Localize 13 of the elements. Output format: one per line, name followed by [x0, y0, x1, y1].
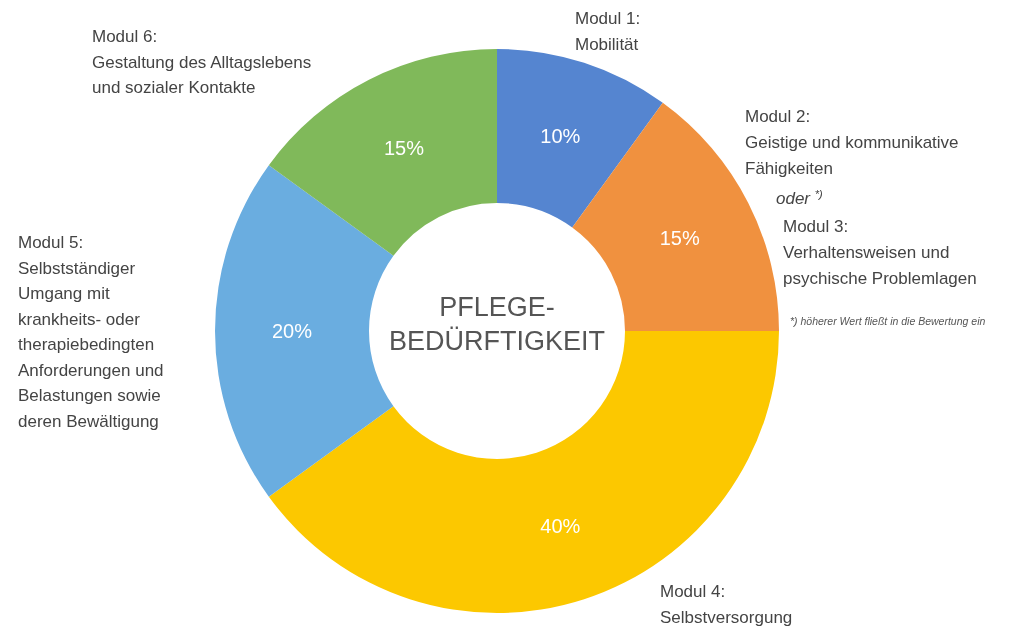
text: *) höherer Wert fließt in die Bewertung ein — [790, 315, 986, 327]
slice-label: Modul 1: Mobilität — [575, 9, 641, 54]
data-label: 10% — [540, 125, 581, 148]
data-label: 15% — [659, 226, 700, 249]
data-label: 20% — [271, 320, 313, 342]
slice-label: Modul 6: Gestaltung des Alltagslebens und sozialer Kontakte — [92, 27, 312, 97]
data-label: 40% — [540, 514, 581, 537]
slice-label: Modul 4: Selbstversorgung — [660, 582, 793, 627]
donut-slice — [497, 49, 663, 228]
category-label: Modul 2: Geistige und kommunikative Fähigkeiten oder $^{*)}$ Modul 3: Verhaltensweisen und psychische Problemlagen — [745, 107, 977, 288]
data-label: 15% — [383, 137, 425, 160]
slice-label: Modul 5: Selbstständiger Umgang mit krankheits- oder therapiebedingten Anforderungen und Belastungen sowie deren Bewältigung — [18, 233, 164, 431]
text: PFLEGE- BEDÜRFTIGKEIT — [388, 292, 606, 356]
